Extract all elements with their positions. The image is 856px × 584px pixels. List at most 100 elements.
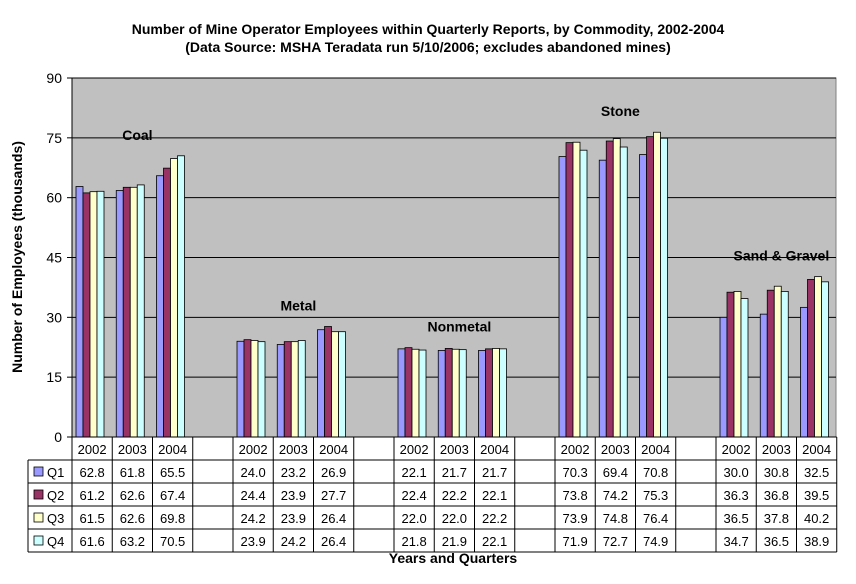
y-tick-label: 30 xyxy=(46,309,62,325)
legend-label: Q1 xyxy=(47,465,64,480)
table-value: 26.9 xyxy=(321,465,346,480)
table-value: 72.7 xyxy=(603,534,628,549)
table-value: 26.4 xyxy=(321,511,346,526)
table-value: 69.8 xyxy=(160,511,185,526)
year-label: 2002 xyxy=(561,442,590,457)
bar xyxy=(646,136,654,438)
table-value: 32.5 xyxy=(804,465,829,480)
bar xyxy=(660,137,668,438)
bar xyxy=(324,326,332,438)
category-label: Stone xyxy=(601,103,640,119)
table-value: 30.0 xyxy=(723,465,748,480)
bar xyxy=(290,341,299,438)
chart-subtitle: (Data Source: MSHA Teradata run 5/10/200… xyxy=(185,39,670,55)
table-value: 61.5 xyxy=(79,511,104,526)
table-value: 61.6 xyxy=(79,534,104,549)
bar xyxy=(766,289,775,438)
table-value: 61.2 xyxy=(79,488,104,503)
category-label: Nonmetal xyxy=(427,319,491,335)
category-label: Coal xyxy=(122,127,152,143)
bar xyxy=(612,138,621,438)
legend-label: Q2 xyxy=(47,488,64,503)
table-value: 74.8 xyxy=(603,511,628,526)
bar xyxy=(257,341,266,438)
legend-swatch xyxy=(33,512,44,523)
year-label: 2004 xyxy=(158,442,187,457)
table-value: 65.5 xyxy=(160,465,185,480)
y-tick-label: 0 xyxy=(54,429,62,445)
table-value: 21.8 xyxy=(401,534,426,549)
legend-label: Q3 xyxy=(47,511,64,526)
bar xyxy=(236,340,245,438)
bar xyxy=(572,141,581,438)
table-value: 34.7 xyxy=(723,534,748,549)
table-value: 27.7 xyxy=(321,488,346,503)
year-label: 2002 xyxy=(722,442,751,457)
legend-swatch xyxy=(33,535,44,546)
bar xyxy=(605,140,614,438)
table-value: 70.3 xyxy=(562,465,587,480)
bar xyxy=(404,347,413,438)
gridlines xyxy=(72,77,836,378)
bar xyxy=(297,340,306,438)
bar xyxy=(283,341,292,438)
table-value: 24.4 xyxy=(240,488,265,503)
legend-label: Q4 xyxy=(47,534,64,549)
year-label: 2002 xyxy=(239,442,268,457)
bar xyxy=(170,158,178,438)
table-value: 74.2 xyxy=(603,488,628,503)
table-value: 38.9 xyxy=(804,534,829,549)
category-label: Metal xyxy=(280,298,316,314)
table-value: 22.2 xyxy=(482,511,507,526)
bar xyxy=(250,340,259,438)
bar xyxy=(397,348,406,438)
year-label: 2002 xyxy=(78,442,107,457)
table-value: 22.2 xyxy=(442,488,467,503)
table-value: 36.5 xyxy=(723,511,748,526)
y-axis-label: Number of Employees (thousands) xyxy=(9,141,25,373)
bar xyxy=(814,276,822,438)
bar xyxy=(565,142,574,438)
table-value: 75.3 xyxy=(643,488,668,503)
year-label: 2004 xyxy=(319,442,348,457)
bar xyxy=(89,191,98,438)
bar xyxy=(492,348,500,438)
table-value: 26.4 xyxy=(321,534,346,549)
bar xyxy=(485,348,493,438)
table-value: 73.9 xyxy=(562,511,587,526)
bar xyxy=(639,154,647,438)
table-value: 22.4 xyxy=(401,488,426,503)
year-label: 2004 xyxy=(480,442,509,457)
table-value: 21.9 xyxy=(442,534,467,549)
bar xyxy=(418,349,427,438)
bar xyxy=(773,285,782,438)
table-value: 71.9 xyxy=(562,534,587,549)
bar xyxy=(177,155,185,438)
y-tick-label: 60 xyxy=(46,190,62,206)
table-value: 22.1 xyxy=(482,534,507,549)
bar xyxy=(129,186,138,438)
bar xyxy=(122,186,131,438)
bar xyxy=(478,350,486,438)
bars xyxy=(75,131,829,438)
bar xyxy=(317,329,325,438)
year-label: 2004 xyxy=(641,442,670,457)
table-value: 36.3 xyxy=(723,488,748,503)
bar xyxy=(780,291,789,438)
table-value: 36.5 xyxy=(764,534,789,549)
bar xyxy=(807,279,815,438)
table-value: 62.6 xyxy=(120,488,145,503)
bar xyxy=(136,184,145,438)
table-value: 63.2 xyxy=(120,534,145,549)
bar xyxy=(458,349,467,438)
legend-swatch xyxy=(33,466,44,477)
table-value: 23.9 xyxy=(281,488,306,503)
year-label: 2003 xyxy=(762,442,791,457)
data-table: 2002 62.8 61.2 61.5 61.6 2003 61.8 62.6 62.6 63.2… xyxy=(27,436,838,553)
bar xyxy=(579,149,588,438)
table-value: 73.8 xyxy=(562,488,587,503)
bar xyxy=(411,348,420,438)
bar xyxy=(243,339,252,438)
table-value: 40.2 xyxy=(804,511,829,526)
